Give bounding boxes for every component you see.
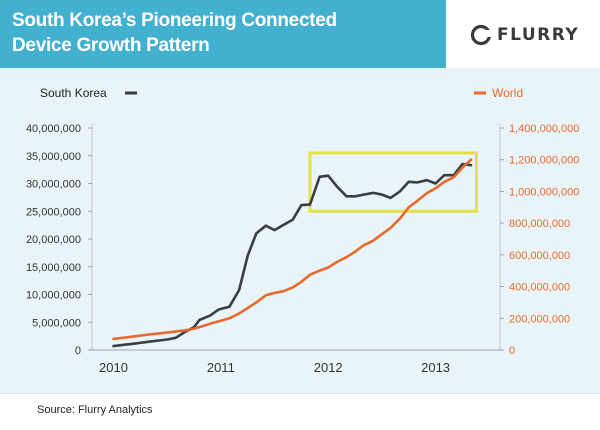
page-title: South Korea’s Pioneering Connected Devic… (12, 8, 432, 58)
right-tick-label: 0 (509, 345, 515, 357)
left-tick-label: 30,000,000 (26, 179, 81, 191)
legend-label-south-korea: South Korea (40, 86, 107, 100)
left-tick-label: 40,000,000 (26, 123, 81, 135)
flurry-logo-icon (470, 24, 492, 46)
brand-name: FLURRY (497, 25, 580, 45)
left-tick-label: 20,000,000 (26, 234, 81, 246)
x-tick-label: 2013 (421, 360, 450, 375)
right-tick-label: 800,000,000 (509, 218, 570, 230)
right-tick-label: 200,000,000 (509, 313, 570, 325)
left-tick-label: 10,000,000 (26, 290, 81, 302)
x-tick-label: 2011 (207, 360, 235, 375)
left-tick-label: 25,000,000 (26, 206, 81, 218)
left-tick-label: 5,000,000 (32, 317, 81, 329)
x-tick-label: 2010 (99, 360, 128, 375)
left-tick-label: 15,000,000 (26, 262, 81, 274)
left-tick-label: 0 (75, 345, 81, 357)
right-tick-label: 600,000,000 (509, 250, 570, 262)
highlight-box (308, 151, 478, 213)
left-tick-label: 35,000,000 (26, 151, 81, 163)
x-tick-label: 2012 (314, 360, 343, 375)
legend-label-world: World (492, 86, 523, 100)
right-tick-label: 1,400,000,000 (509, 123, 579, 135)
right-tick-label: 1,000,000,000 (509, 186, 579, 198)
right-tick-label: 400,000,000 (509, 282, 570, 294)
series-line-world (112, 158, 473, 341)
title-line-1: South Korea’s Pioneering Connected (12, 10, 337, 31)
footer-divider (0, 393, 600, 394)
right-tick-label: 1,200,000,000 (509, 155, 579, 167)
title-line-2: Device Growth Pattern (12, 35, 210, 56)
source-note: Source: Flurry Analytics (37, 404, 153, 416)
series-line-south-korea (112, 162, 473, 348)
